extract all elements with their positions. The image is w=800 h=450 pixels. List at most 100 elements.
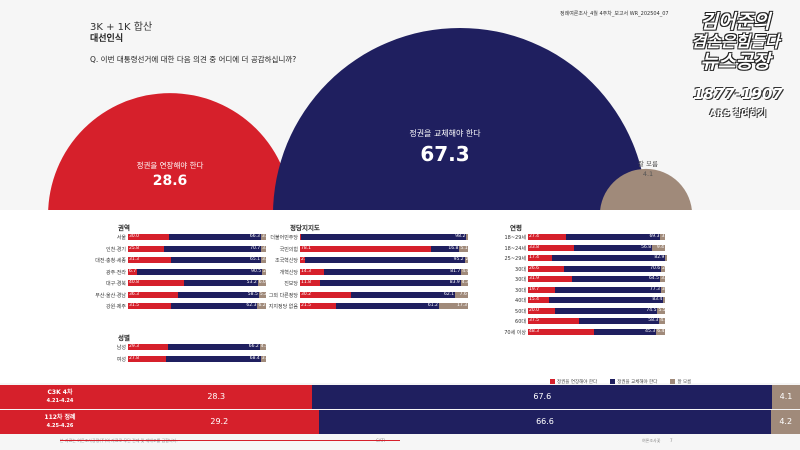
page-subtitle: 3K + 1K 합산	[90, 22, 153, 33]
bubble-replace-name: 정권을 교체해야 한다	[409, 129, 481, 138]
bar-segment-dontknow: 1.2	[663, 297, 666, 303]
strip-label: C3K 4차 4.21-4.24	[0, 385, 120, 409]
bar-segment-dontknow: 1.0	[466, 234, 469, 240]
strip-segment-replace: 67.6	[312, 385, 773, 409]
bar-segment-extend: 26.6	[528, 265, 565, 272]
comparison-strip-regular: 112차 정례 4.25-4.26 29.2 66.6 4.2	[0, 410, 800, 434]
page-title: 대선인식	[90, 34, 124, 44]
legend-item-dontknow: 잘 모름	[670, 379, 691, 385]
bar-segment-dontknow: 4.2	[659, 318, 665, 324]
bar-segment-dontknow: 5.5	[657, 307, 665, 314]
legend-item-replace: 정권을 교체해야 한다	[610, 379, 657, 385]
bar-segment-replace: 70.6	[564, 265, 662, 272]
bar-segment-dontknow: 7.6	[455, 291, 468, 298]
bar-segment-extend: 27.8	[128, 355, 167, 362]
bar-segment-replace: 58.3	[579, 318, 660, 324]
stacked-bar: 30.066.33.7	[128, 234, 266, 240]
bar-segment-dontknow: 9.4	[652, 244, 665, 251]
row-label: 지지정당 없음	[268, 304, 298, 310]
bubble-extend-label: 정권을 연장해야 한다 28.6	[110, 160, 230, 189]
row-label: 18~24세	[504, 245, 526, 252]
bar-segment-replace: 61.2	[336, 303, 439, 309]
row-label: 여성	[116, 356, 126, 363]
bar-segment-replace: 81.7	[324, 268, 462, 275]
row-label: 30대	[515, 277, 526, 283]
row-label: 개혁신당	[279, 269, 298, 276]
bar-segment-replace: 62.3	[171, 303, 258, 309]
row-label: 진보당	[284, 281, 298, 287]
row-label: 60대	[515, 319, 526, 325]
bubble-replace-value: 67.3	[420, 142, 470, 166]
bubble-replace	[273, 28, 647, 215]
bar-segment-dontknow: 6.2	[257, 303, 266, 309]
bar-segment-replace: 58.5	[178, 291, 259, 298]
strip-segment-replace: 66.6	[318, 410, 772, 434]
bar-segment-extend: 2.8	[300, 257, 305, 263]
bar-segment-replace: 70.7	[163, 245, 262, 252]
bar-segment-replace: 98.2	[301, 234, 467, 240]
bar-segment-dontknow: 3.7	[260, 234, 266, 240]
bar-segment-dontknow: 3.0	[660, 286, 665, 293]
bar-segment-replace: 83.9	[319, 280, 461, 286]
bar-segment-dontknow: 3.8	[260, 355, 266, 362]
bar-segment-replace: 53.2	[184, 280, 258, 286]
bar-segment-extend: 15.4	[528, 297, 550, 303]
bar-segment-replace: 68.4	[166, 355, 261, 362]
bar-segment-dontknow: 5.1	[459, 245, 468, 252]
stacked-bar: 14.381.74.0	[300, 268, 468, 275]
bar-segment-extend: 20.0	[528, 307, 556, 314]
bar-segment-replace: 66.3	[169, 234, 261, 240]
row-label: 광주·전라	[106, 269, 126, 276]
strip-label-date: 4.21-4.24	[46, 398, 74, 404]
bar-segment-dontknow: 4.0	[461, 268, 468, 275]
stacked-bar: 37.558.34.2	[528, 318, 665, 324]
row-label: 30대	[515, 266, 526, 273]
brand-line1: 김어준의	[700, 11, 771, 33]
bar-segment-extend: 78.1	[300, 245, 432, 252]
bar-segment-replace: 64.5	[571, 276, 661, 282]
row-label: 대구·경북	[106, 281, 126, 287]
bar-segment-extend: 19.7	[528, 286, 555, 293]
row-label: 50대	[515, 308, 526, 315]
bar-segment-replace: 65.1	[171, 257, 262, 263]
bar-segment-extend: 30.0	[128, 234, 170, 240]
group-title: 성별	[118, 334, 130, 342]
bar-segment-extend: 37.5	[528, 318, 580, 324]
footer-page: 7	[670, 438, 673, 443]
bar-segment-replace: 56.8	[574, 244, 653, 251]
brand-line3: 뉴스공장	[700, 51, 771, 73]
bar-segment-extend: 14.3	[300, 268, 325, 275]
stacked-bar: 26.670.62.8	[528, 265, 665, 272]
strip-segment-extend: 29.2	[120, 410, 319, 434]
row-label: 그외 다른정당	[268, 292, 298, 299]
bar-segment-dontknow: 2.0	[464, 257, 468, 263]
stacked-bar: 48.3 45.3 6.4	[528, 328, 665, 335]
bar-segment-extend: 36.3	[128, 291, 179, 298]
row-label: 30대	[515, 287, 526, 294]
group-title: 권역	[118, 224, 130, 232]
bar-segment-dontknow: 3.6	[660, 276, 665, 282]
strip-segment-dontknow: 4.2	[771, 410, 800, 434]
stacked-bar: 11.8 83.9 4.3	[300, 280, 468, 286]
stacked-bar: 29.366.24.5	[128, 344, 266, 350]
legend-item-extend: 정권을 연장해야 한다	[550, 379, 597, 385]
stacked-bar: 15.483.41.2	[528, 297, 666, 303]
overall-bubble-chart	[48, 28, 693, 215]
stacked-bar: 31.365.13.6	[128, 257, 266, 263]
strip-segment-dontknow: 4.1	[772, 385, 800, 409]
bar-segment-extend: 25.8	[128, 245, 164, 252]
footer-brand: 여론조사꽃	[642, 438, 661, 443]
bar-segment-replace: 77.3	[554, 286, 661, 293]
row-label: 강원·제주	[106, 304, 126, 310]
bar-segment-extend: 30.2	[300, 291, 351, 298]
bar-segment-extend: 31.3	[128, 257, 172, 263]
bar-segment-extend: 33.8	[528, 244, 575, 251]
stacked-bar: 31.964.53.6	[528, 276, 665, 282]
legend: 정권을 연장해야 한다 정권을 교체해야 한다 잘 모름	[550, 368, 691, 387]
stacked-bar: 27.868.43.8	[128, 355, 266, 362]
comparison-strip-c3k: C3K 4차 4.21-4.24 28.3 67.6 4.1	[0, 385, 800, 409]
strip-label: 112차 정례 4.25-4.26	[0, 410, 120, 434]
bar-segment-replace: 74.5	[555, 307, 658, 314]
bar-segment-extend: 6.7	[128, 268, 138, 275]
